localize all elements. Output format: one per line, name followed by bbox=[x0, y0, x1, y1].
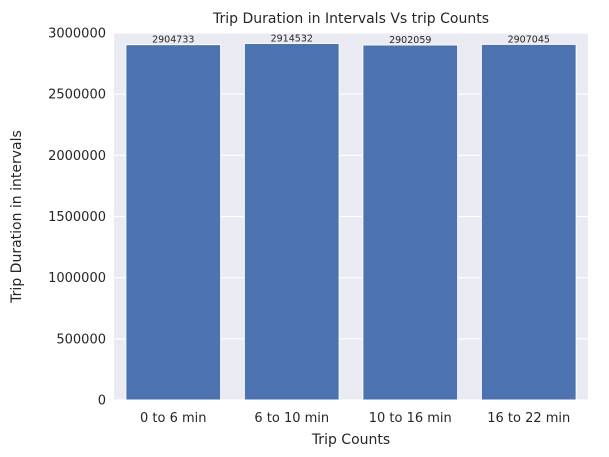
bars: 2904733 2914532 2902059 2907045 bbox=[125, 33, 577, 401]
bar-data-label: 2904733 bbox=[152, 35, 194, 46]
y-tick-label: 1000000 bbox=[48, 271, 106, 286]
x-axis-ticks: 0 to 6 min 6 to 10 min 10 to 16 min 16 to 2… bbox=[140, 411, 570, 426]
x-tick-label: 6 to 10 min bbox=[254, 411, 329, 426]
y-tick-label: 2000000 bbox=[48, 149, 106, 164]
y-tick-label: 3000000 bbox=[48, 27, 106, 42]
y-tick-label: 2500000 bbox=[48, 88, 106, 103]
bar-data-label: 2907045 bbox=[508, 34, 550, 45]
y-tick-label: 500000 bbox=[56, 332, 106, 347]
bar-data-label: 2902059 bbox=[389, 35, 431, 46]
x-tick-label: 16 to 22 min bbox=[487, 411, 570, 426]
bar bbox=[243, 42, 340, 401]
bar-data-label: 2914532 bbox=[271, 33, 313, 44]
chart-title: Trip Duration in Intervals Vs trip Count… bbox=[212, 11, 489, 27]
x-tick-label: 0 to 6 min bbox=[140, 411, 207, 426]
y-tick-label: 0 bbox=[98, 394, 106, 409]
x-tick-label: 10 to 16 min bbox=[369, 411, 452, 426]
bar bbox=[125, 44, 222, 401]
x-axis-label: Trip Counts bbox=[311, 432, 390, 448]
y-axis-ticks: 0 500000 1000000 1500000 2000000 2500000 30000… bbox=[48, 27, 106, 409]
y-tick-label: 1500000 bbox=[48, 210, 106, 225]
bar bbox=[480, 43, 577, 401]
y-axis-label: Trip Duration in intervals bbox=[9, 130, 25, 304]
bar bbox=[362, 44, 459, 401]
